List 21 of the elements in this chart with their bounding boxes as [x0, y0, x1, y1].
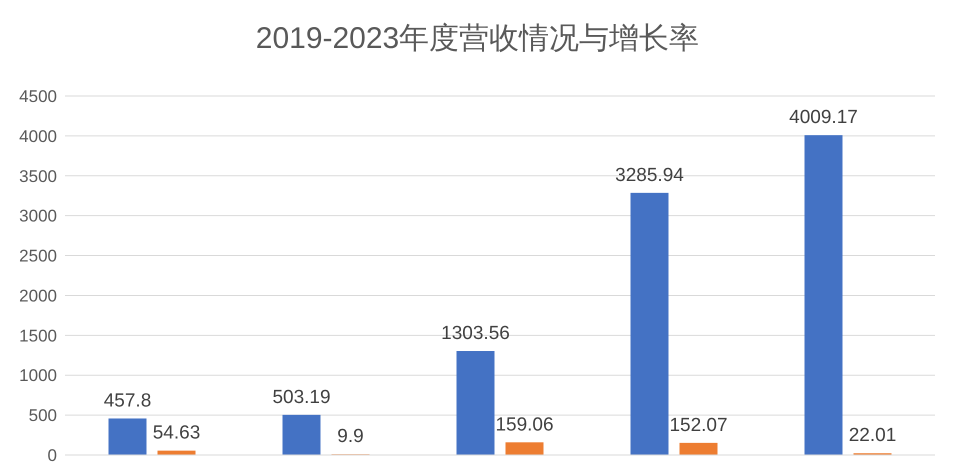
data-label: 3285.94	[615, 164, 684, 186]
chart-title: 2019-2023年度营收情况与增长率	[256, 22, 700, 55]
y-tick-label: 3000	[19, 206, 57, 226]
y-tick-label: 4000	[19, 126, 57, 146]
data-label: 22.01	[848, 425, 896, 446]
data-label: 4009.17	[789, 107, 858, 128]
y-tick-label: 1500	[19, 326, 57, 346]
y-tick-label: 1000	[19, 366, 57, 386]
y-tick-label: 500	[28, 406, 57, 426]
y-tick-label: 0	[48, 446, 57, 465]
y-tick-label: 3500	[19, 166, 57, 186]
y-tick-label: 4500	[19, 87, 57, 106]
data-label: 54.63	[152, 422, 200, 444]
data-label: 457.8	[104, 390, 152, 412]
y-tick-label: 2000	[19, 286, 57, 306]
data-label: 159.06	[495, 414, 554, 436]
data-label: 503.19	[272, 386, 331, 408]
y-tick-label: 2500	[19, 246, 57, 266]
data-label: 152.07	[669, 414, 728, 436]
data-label: 1303.56	[441, 323, 510, 344]
data-label: 9.9	[337, 426, 364, 448]
